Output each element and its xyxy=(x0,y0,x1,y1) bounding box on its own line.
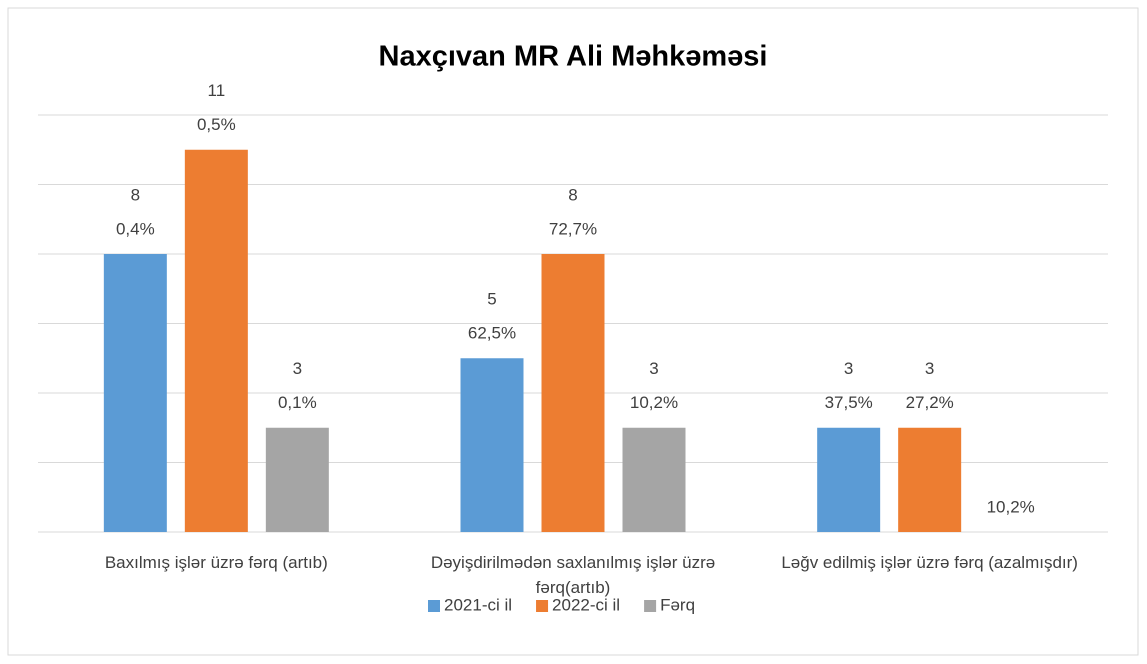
bar xyxy=(622,427,686,532)
data-label: 37,5% xyxy=(825,393,873,412)
legend-swatch xyxy=(536,600,549,612)
legend-swatch xyxy=(428,600,440,612)
bar xyxy=(460,358,524,532)
data-label: 0,4% xyxy=(116,219,155,238)
bar xyxy=(541,254,605,532)
legend-label: Fərq xyxy=(660,595,695,614)
data-label: 3 xyxy=(925,359,934,378)
legend-label: 2022-ci il xyxy=(552,595,620,614)
data-label: 8 xyxy=(131,185,140,204)
bar xyxy=(817,427,881,532)
data-label: 27,2% xyxy=(906,393,954,412)
data-label: 3 xyxy=(649,359,658,378)
bar xyxy=(184,149,248,532)
data-label: 10,2% xyxy=(987,497,1035,516)
data-label: 72,7% xyxy=(549,219,597,238)
bar xyxy=(898,427,962,532)
x-tick-label: Ləğv edilmiş işlər üzrə fərq (azalmışdır… xyxy=(781,553,1078,572)
data-label: 62,5% xyxy=(468,324,516,343)
bar xyxy=(265,427,329,532)
chart-title: Naxçıvan MR Ali Məhkəməsi xyxy=(379,41,768,73)
x-tick-label: Dəyişdirilmədən saxlanılmış işlər üzrə f… xyxy=(430,553,716,597)
bar xyxy=(103,254,167,532)
legend-swatch xyxy=(644,600,657,612)
data-label: 8 xyxy=(568,185,577,204)
data-label: 0,5% xyxy=(197,115,236,134)
data-label: 5 xyxy=(487,290,496,309)
x-tick-label: Baxılmış işlər üzrə fərq (artıb) xyxy=(104,553,328,572)
data-label: 11 xyxy=(208,81,226,100)
data-label: 0,1% xyxy=(278,393,317,412)
data-label: 3 xyxy=(844,359,853,378)
data-label: 10,2% xyxy=(630,393,678,412)
data-label: 3 xyxy=(293,359,302,378)
legend-label: 2021-ci il xyxy=(444,595,512,614)
